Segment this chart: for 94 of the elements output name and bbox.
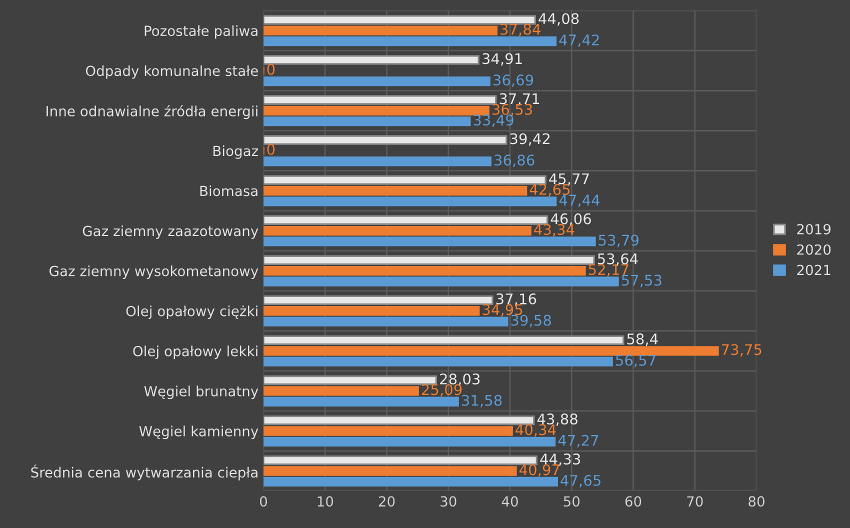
x-tick-label: 60 (625, 496, 642, 507)
data-label: 47,42 (559, 34, 599, 47)
data-label: 58,4 (627, 333, 658, 346)
data-label: 40,97 (519, 464, 560, 477)
data-label: 53,79 (598, 234, 638, 248)
bar (264, 36, 557, 46)
data-label: 39,42 (510, 133, 550, 146)
x-tick-label: 10 (318, 496, 334, 507)
data-label: 28,03 (440, 373, 480, 386)
bar (264, 26, 498, 36)
bar (264, 456, 538, 466)
data-label: 47,27 (558, 434, 598, 448)
data-label: 34,95 (482, 304, 522, 317)
bar (264, 226, 532, 236)
data-label: 43,88 (537, 414, 578, 426)
data-label: 44,08 (538, 13, 579, 26)
x-tick-label: 40 (502, 496, 518, 507)
data-label: 47,65 (560, 474, 600, 488)
data-label: 39,58 (511, 314, 551, 328)
y-tick-label: Średnia cena wytwarzania ciepła (31, 464, 258, 480)
y-tick-label: Inne odnawialne źródła energii (46, 105, 258, 120)
data-label: 36,53 (492, 104, 532, 116)
bar (264, 156, 492, 166)
data-label: 73,75 (722, 344, 762, 357)
data-label: 36,69 (493, 74, 534, 88)
legend-label: 2019 (797, 224, 831, 234)
data-label: 36,86 (494, 154, 534, 168)
data-label: 40,34 (516, 424, 556, 437)
data-label: 0 (267, 144, 275, 155)
bar (264, 426, 513, 436)
data-label: 37,71 (500, 93, 540, 106)
y-tick-label: Gaz ziemny wysokometanowy (50, 266, 258, 279)
x-tick-label: 30 (440, 496, 456, 507)
legend-label: 2020 (797, 244, 831, 255)
data-label: 44,33 (540, 454, 580, 466)
data-label: 0 (267, 64, 275, 75)
bar (264, 215, 548, 225)
bar (264, 375, 438, 386)
bar (264, 106, 490, 116)
x-tick-label: 70 (687, 496, 703, 507)
bar (264, 466, 517, 476)
bar (264, 236, 596, 246)
y-tick-label: Gaz ziemny zaazotowany (82, 226, 258, 239)
bar (264, 476, 558, 487)
bar (264, 55, 480, 65)
x-tick-label: 0 (260, 496, 267, 507)
bar (264, 436, 556, 446)
bar (264, 316, 508, 326)
y-tick-label: Węgiel brunatny (144, 386, 258, 400)
data-label: 45,77 (549, 173, 589, 186)
bar (264, 415, 535, 426)
x-tick-label: 20 (378, 496, 395, 507)
y-tick-label: Olej opałowy lekki (133, 346, 258, 360)
bar (264, 15, 536, 25)
data-label: 34,91 (482, 53, 522, 66)
data-label: 31,58 (462, 394, 502, 408)
data-label: 37,84 (500, 24, 540, 36)
data-label: 53,64 (598, 253, 638, 266)
bar (264, 356, 613, 366)
bar (264, 306, 480, 316)
data-label: 33,49 (474, 114, 514, 128)
data-label: 46,06 (550, 213, 591, 226)
data-label: 47,44 (559, 194, 600, 208)
x-tick-label: 80 (748, 496, 764, 507)
bar (264, 266, 586, 276)
y-tick-label: Pozostałe paliwa (144, 25, 258, 39)
data-label: 43,34 (534, 224, 574, 236)
legend-label: 2021 (797, 264, 830, 276)
bar (264, 95, 497, 105)
y-tick-label: Biogaz (214, 145, 258, 159)
bar (264, 255, 595, 265)
data-label: 57,53 (622, 274, 662, 288)
data-label: 42,65 (530, 184, 570, 196)
y-tick-label: Biomasa (200, 185, 258, 196)
bar (264, 76, 490, 86)
bar (264, 335, 624, 346)
bar (264, 295, 494, 306)
y-tick-label: Olej opałowy ciężki (126, 306, 258, 320)
bar (264, 135, 508, 145)
bar (264, 175, 546, 185)
data-label: 52,17 (588, 264, 628, 277)
bar (264, 116, 471, 126)
bar (264, 396, 459, 406)
bar (264, 186, 528, 196)
data-label: 25,09 (422, 384, 462, 397)
bar (264, 346, 719, 356)
bar (264, 386, 419, 396)
data-label: 56,57 (616, 354, 656, 368)
bar (264, 276, 619, 286)
bar (264, 196, 557, 206)
data-label: 37,16 (496, 293, 536, 306)
y-tick-label: Węgiel kamienny (139, 426, 258, 440)
x-tick-label: 50 (564, 496, 580, 507)
y-tick-label: Odpady komunalne stałe (86, 65, 258, 79)
